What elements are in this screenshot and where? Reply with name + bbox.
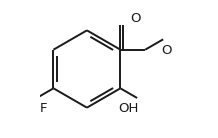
Text: F: F (40, 102, 48, 115)
Text: O: O (162, 44, 172, 57)
Text: O: O (131, 12, 141, 25)
Text: OH: OH (118, 102, 138, 115)
